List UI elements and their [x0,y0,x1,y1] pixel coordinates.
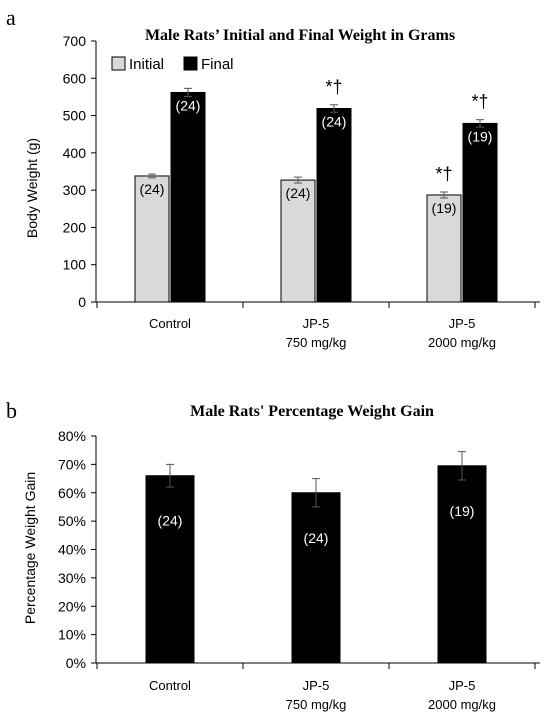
significance-marker: *† [471,92,488,112]
bar [462,122,498,303]
x-category-label: 750 mg/kg [286,697,347,712]
y-tick-label: 500 [63,108,87,124]
chart-panel-a: a Male Rats’ Initial and Final Weight in… [6,5,540,350]
y-tick-label: 70% [58,456,86,472]
chart-title-b: Male Rats' Percentage Weight Gain [190,403,434,420]
y-tick-label: 700 [63,33,87,49]
y-tick-label: 0% [66,655,86,671]
legend-swatch-final [183,56,198,71]
sample-size-label: (19) [432,200,457,216]
y-tick-label: 300 [63,182,87,198]
chart-title-a: Male Rats’ Initial and Final Weight in G… [145,27,455,44]
bar [170,91,206,303]
x-category-label: JP-5 [303,316,330,331]
sample-size-label: (24) [140,181,165,197]
y-tick-label: 0 [78,294,86,310]
significance-marker: *† [325,77,342,97]
y-axis-label-a: Body Weight (g) [24,138,40,238]
x-categories-a: Control JP-5 750 mg/kg JP-5 2000 mg/kg [96,302,536,350]
x-category-label: JP-5 [449,316,476,331]
bar [134,175,170,303]
bar [426,194,462,303]
y-ticks-a: 0 100 200 300 400 500 600 700 [63,33,97,310]
sample-size-label: (19) [468,128,493,144]
y-tick-label: 80% [58,428,86,444]
bar [145,475,195,664]
sample-size-label: (24) [176,97,201,113]
legend-label-initial: Initial [129,56,164,73]
x-category-label: JP-5 [449,678,476,693]
y-ticks-b: 0% 10% 20% 30% 40% 50% 60% 70% 80% [58,428,97,671]
x-category-label: 2000 mg/kg [428,335,496,350]
bars-b: (24) (24) (19) [145,451,487,664]
y-tick-label: 10% [58,627,86,643]
sample-size-label: (24) [304,530,329,546]
bar [437,465,487,664]
bar [291,492,341,664]
bar [316,107,352,303]
y-tick-label: 400 [63,145,87,161]
legend-label-final: Final [201,56,234,73]
y-tick-label: 60% [58,485,86,501]
x-category-label: 2000 mg/kg [428,697,496,712]
panel-letter-a: a [6,5,16,30]
significance-marker: *† [435,164,452,184]
sample-size-label: (24) [158,513,183,529]
legend-a: Initial Final [111,56,234,73]
y-tick-label: 30% [58,570,86,586]
legend-swatch-initial [111,56,126,71]
bars-a: (24) (24) (19) *† (24) (24) *† (19) *† [134,77,498,303]
sample-size-label: (24) [322,113,347,129]
y-axis-label-b: Percentage Weight Gain [22,472,38,624]
x-category-label: Control [149,316,191,331]
panel-letter-b: b [6,398,17,423]
x-categories-b: Control JP-5 750 mg/kg JP-5 2000 mg/kg [96,663,536,712]
x-category-label: 750 mg/kg [286,335,347,350]
chart-panel-b: b Male Rats' Percentage Weight Gain Perc… [6,398,540,712]
y-tick-label: 600 [63,70,87,86]
y-tick-label: 20% [58,598,86,614]
y-tick-label: 50% [58,513,86,529]
x-category-label: Control [149,678,191,693]
y-tick-label: 40% [58,542,86,558]
y-tick-label: 100 [63,257,87,273]
sample-size-label: (24) [286,185,311,201]
y-tick-label: 200 [63,219,87,235]
sample-size-label: (19) [450,503,475,519]
x-category-label: JP-5 [303,678,330,693]
